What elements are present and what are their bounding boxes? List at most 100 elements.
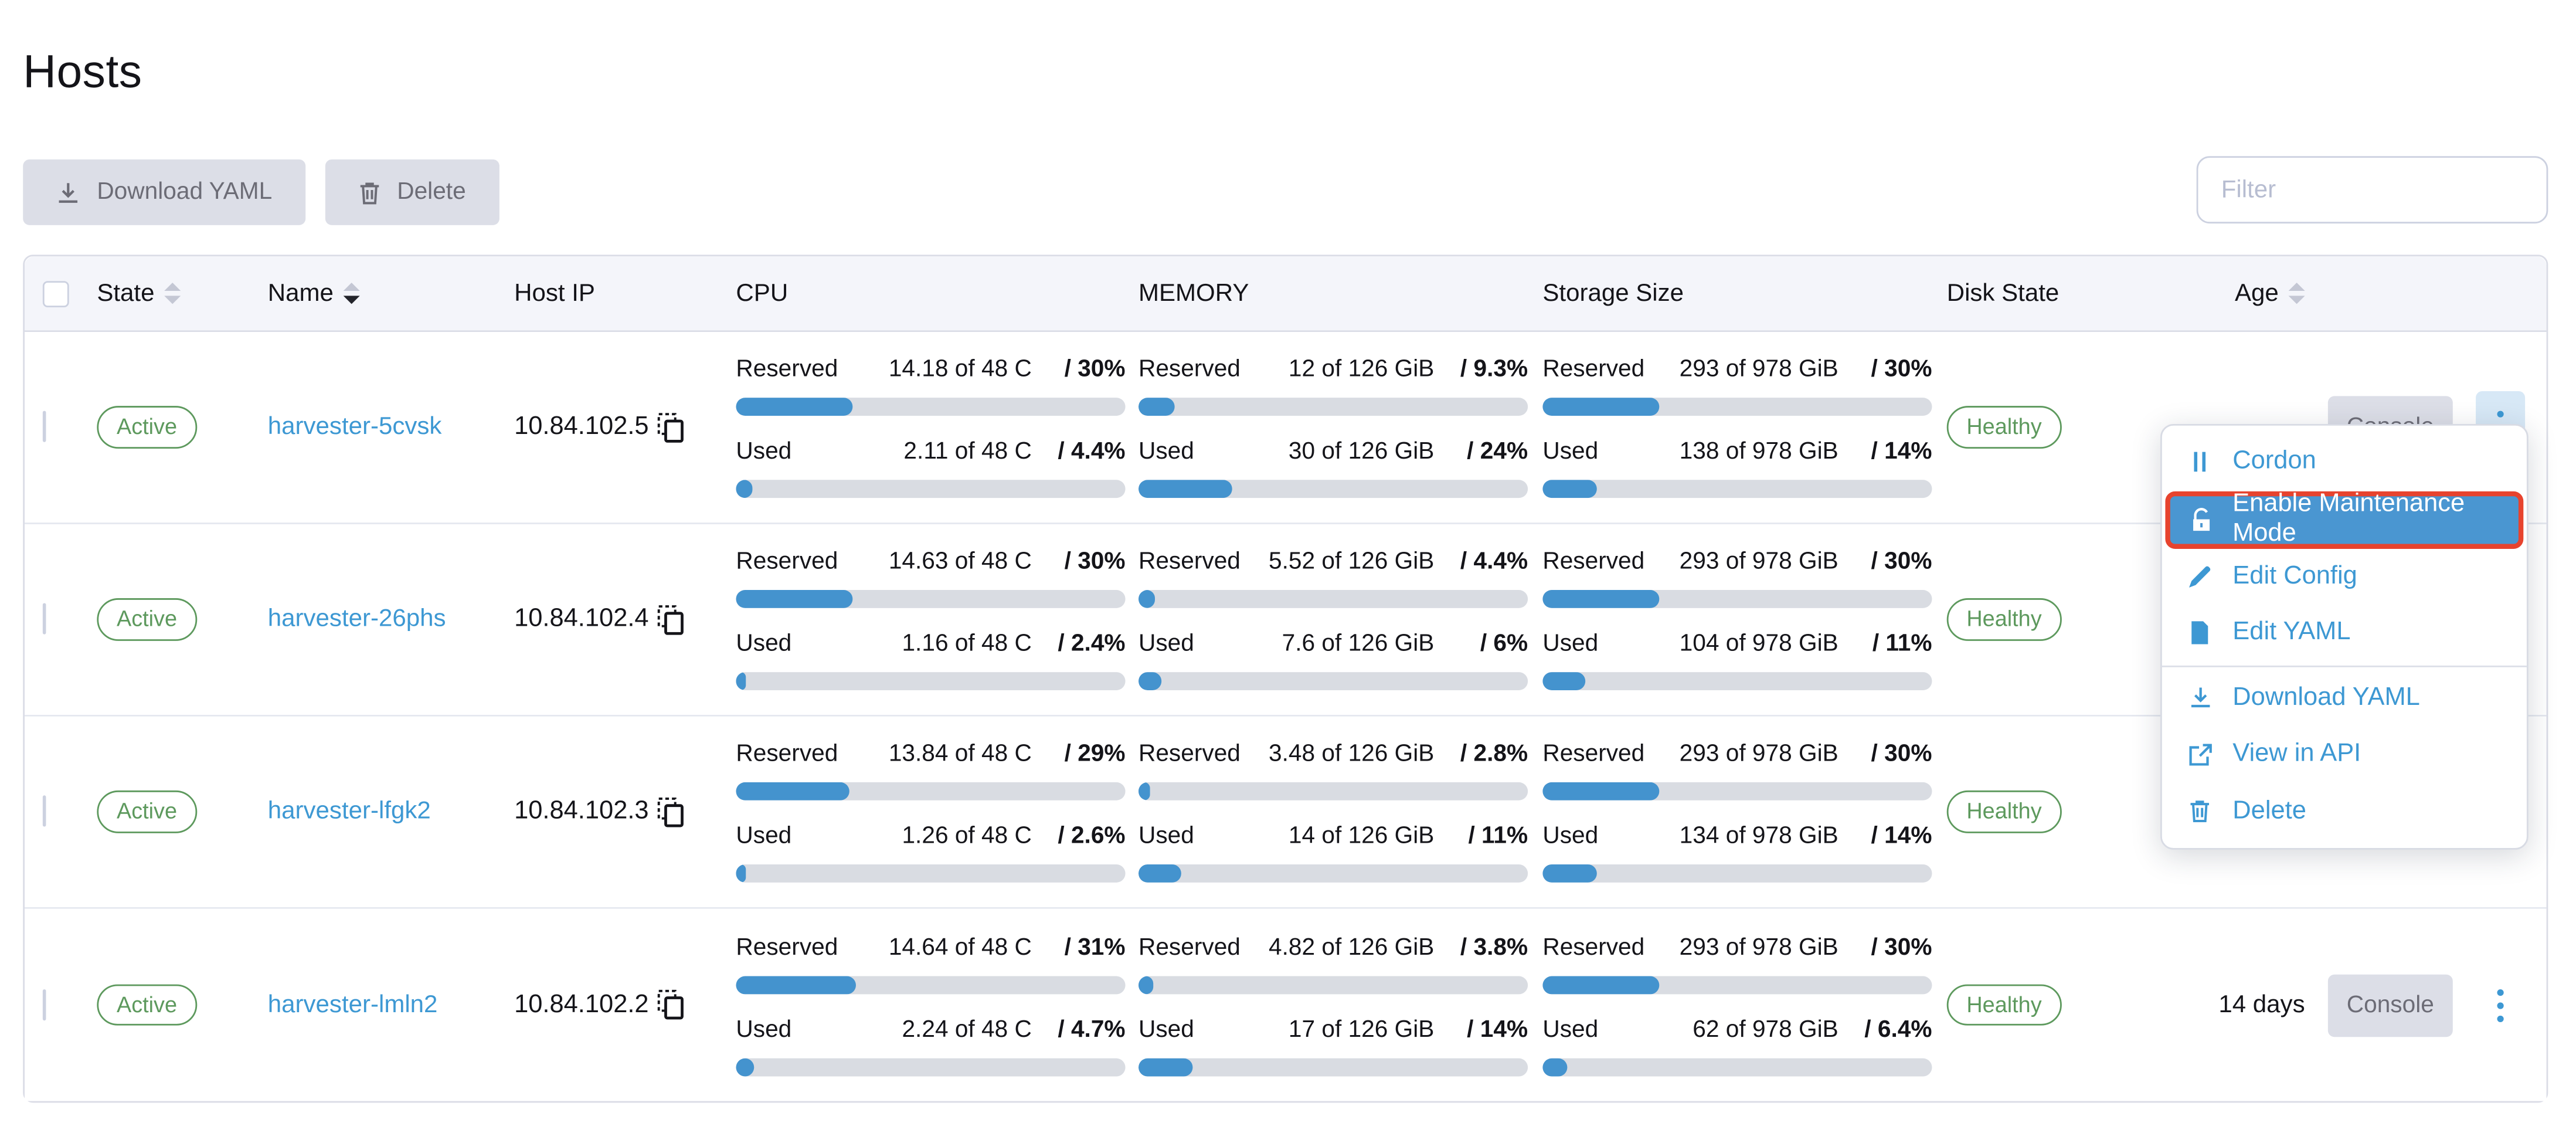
memory-used-value: 17 of 126 GiB	[1288, 1016, 1435, 1043]
storage-reserved-percent: / 30%	[1871, 357, 1932, 383]
host-ip-value: 10.84.102.2	[514, 990, 649, 1019]
storage-used-percent: / 14%	[1871, 439, 1932, 466]
copy-icon[interactable]	[657, 604, 685, 635]
cpu-reserved-percent: / 31%	[1064, 934, 1126, 961]
storage-used-percent: / 11%	[1872, 631, 1932, 657]
row-checkbox[interactable]	[42, 603, 46, 635]
delete-button[interactable]: Delete	[324, 159, 499, 225]
memory-reserved-value: 12 of 126 GiB	[1288, 357, 1435, 383]
menu-item-download-yaml[interactable]: Download YAML	[2162, 670, 2527, 727]
memory-meter: Reserved 12 of 126 GiB / 9.3% Used 30 of…	[1138, 357, 1528, 498]
cpu-used-bar	[736, 480, 1126, 498]
memory-reserved-bar	[1138, 398, 1528, 416]
memory-used-bar	[1138, 672, 1528, 690]
download-icon	[56, 180, 80, 205]
table-row: Active harvester-lmln2 10.84.102.2 Reser…	[25, 908, 2547, 1101]
hosts-table: State Name Host IP CPU MEMORY Storage Si…	[23, 255, 2548, 1103]
copy-icon[interactable]	[657, 796, 685, 827]
row-checkbox[interactable]	[42, 411, 46, 442]
memory-reserved-value: 5.52 of 126 GiB	[1269, 548, 1435, 575]
cpu-used-value: 2.24 of 48 C	[902, 1016, 1032, 1043]
memory-used-value: 7.6 of 126 GiB	[1282, 631, 1435, 657]
cpu-reserved-bar	[736, 590, 1126, 608]
cpu-reserved-percent: / 30%	[1064, 357, 1126, 383]
filter-input[interactable]	[2196, 156, 2548, 224]
menu-item-enable-maintenance-mode[interactable]: Enable Maintenance Mode	[2165, 490, 2524, 548]
header-storage[interactable]: Storage Size	[1542, 279, 1684, 308]
cpu-meter: Reserved 14.18 of 48 C / 30% Used 2.11 o…	[736, 357, 1126, 498]
storage-used-value: 134 of 978 GiB	[1679, 823, 1838, 850]
select-all-checkbox[interactable]	[42, 280, 69, 307]
host-name-link[interactable]: harvester-5cvsk	[267, 412, 442, 441]
status-badge: Active	[97, 983, 197, 1026]
memory-used-percent: / 24%	[1467, 439, 1528, 466]
sort-icon	[164, 282, 181, 304]
header-age[interactable]: Age	[2131, 279, 2328, 307]
copy-icon[interactable]	[657, 989, 685, 1020]
pencil-icon	[2185, 565, 2214, 588]
header-disk-state[interactable]: Disk State	[1946, 279, 2060, 308]
cpu-reserved-bar	[736, 398, 1126, 416]
host-name-link[interactable]: harvester-26phs	[267, 605, 446, 633]
memory-used-bar	[1138, 1057, 1528, 1076]
menu-item-edit-yaml[interactable]: Edit YAML	[2162, 605, 2527, 662]
menu-item-delete[interactable]: Delete	[2162, 783, 2527, 840]
copy-icon[interactable]	[657, 412, 685, 443]
disk-state-badge: Healthy	[1946, 983, 2062, 1026]
table-header-row: State Name Host IP CPU MEMORY Storage Si…	[25, 256, 2547, 333]
external-link-icon	[2185, 742, 2214, 767]
cpu-reserved-value: 14.63 of 48 C	[888, 548, 1032, 575]
host-name-link[interactable]: harvester-lmln2	[267, 990, 438, 1019]
memory-meter: Reserved 3.48 of 126 GiB / 2.8% Used 14 …	[1138, 741, 1528, 883]
row-checkbox[interactable]	[42, 988, 46, 1020]
console-button[interactable]: Console	[2327, 973, 2453, 1036]
host-name-link[interactable]: harvester-lfgk2	[267, 797, 431, 825]
cpu-reserved-value: 13.84 of 48 C	[888, 741, 1032, 768]
header-state[interactable]: State	[97, 279, 267, 307]
storage-reserved-bar	[1542, 975, 1932, 993]
memory-reserved-value: 4.82 of 126 GiB	[1269, 934, 1435, 961]
table-row: Active harvester-5cvsk 10.84.102.5 Reser…	[25, 332, 2547, 524]
cpu-used-percent: / 2.4%	[1058, 631, 1126, 657]
cpu-used-bar	[736, 1057, 1126, 1076]
cpu-meter: Reserved 13.84 of 48 C / 29% Used 1.26 o…	[736, 741, 1126, 883]
storage-used-percent: / 6.4%	[1864, 1016, 1932, 1043]
memory-reserved-percent: / 9.3%	[1460, 357, 1528, 383]
table-row: Active harvester-26phs 10.84.102.4 Reser…	[25, 524, 2547, 717]
disk-state-badge: Healthy	[1946, 598, 2062, 641]
cpu-used-value: 1.16 of 48 C	[902, 631, 1032, 657]
header-name[interactable]: Name	[268, 279, 514, 307]
storage-reserved-percent: / 30%	[1871, 548, 1932, 575]
header-host-ip[interactable]: Host IP	[514, 279, 595, 308]
header-cpu[interactable]: CPU	[736, 279, 789, 308]
toolbar: Download YAML Delete	[23, 159, 499, 225]
storage-reserved-value: 293 of 978 GiB	[1679, 741, 1838, 768]
storage-meter: Reserved 293 of 978 GiB / 30% Used 138 o…	[1542, 357, 1932, 498]
host-ip-value: 10.84.102.5	[514, 412, 649, 441]
memory-used-value: 14 of 126 GiB	[1288, 823, 1435, 850]
menu-item-edit-config[interactable]: Edit Config	[2162, 548, 2527, 605]
storage-reserved-value: 293 of 978 GiB	[1679, 357, 1838, 383]
kebab-menu-icon[interactable]	[2476, 969, 2525, 1041]
status-badge: Active	[97, 598, 197, 641]
host-ip-value: 10.84.102.3	[514, 797, 649, 825]
age-value: 14 days	[2218, 990, 2305, 1019]
menu-item-view-in-api[interactable]: View in API	[2162, 727, 2527, 783]
lock-icon	[2188, 507, 2215, 532]
row-checkbox[interactable]	[42, 795, 46, 827]
storage-meter: Reserved 293 of 978 GiB / 30% Used 134 o…	[1542, 741, 1932, 883]
storage-meter: Reserved 293 of 978 GiB / 30% Used 62 of…	[1542, 934, 1932, 1076]
storage-reserved-percent: / 30%	[1871, 741, 1932, 768]
header-memory[interactable]: MEMORY	[1138, 279, 1249, 308]
memory-reserved-bar	[1138, 590, 1528, 608]
memory-reserved-value: 3.48 of 126 GiB	[1269, 741, 1435, 768]
memory-used-bar	[1138, 864, 1528, 883]
menu-item-cordon[interactable]: Cordon	[2162, 434, 2527, 491]
download-yaml-button[interactable]: Download YAML	[23, 159, 305, 225]
sort-icon	[343, 282, 360, 304]
status-badge: Active	[97, 791, 197, 833]
storage-reserved-percent: / 30%	[1871, 934, 1932, 961]
memory-used-bar	[1138, 480, 1528, 498]
page-title: Hosts	[23, 46, 142, 97]
